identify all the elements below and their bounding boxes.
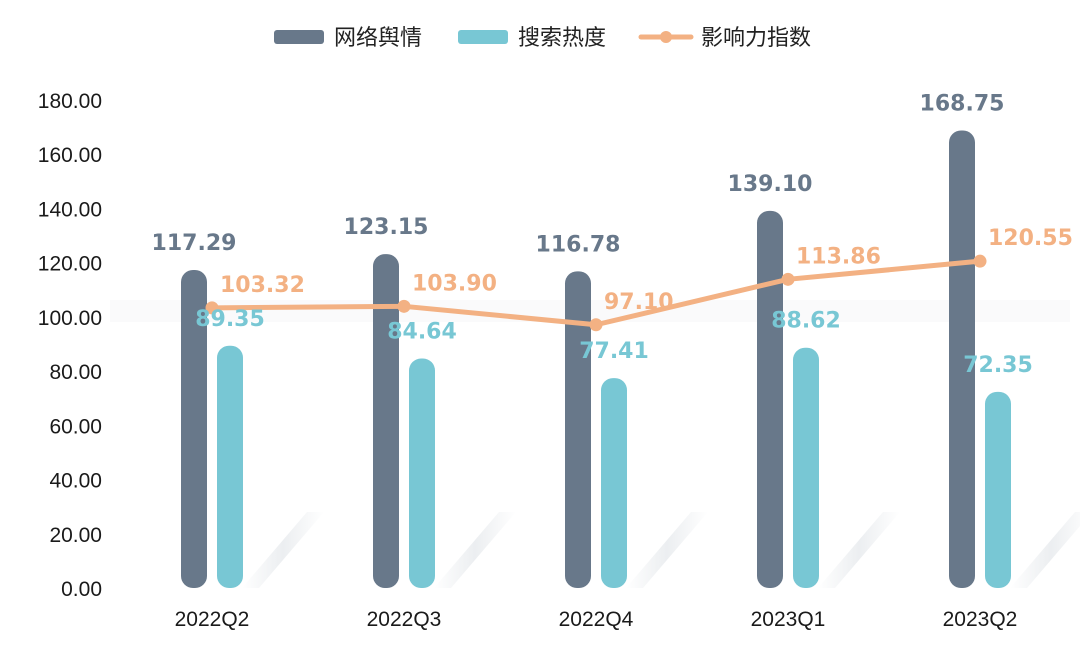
legend: 网络舆情 搜索热度 影响力指数 (274, 26, 811, 51)
bars (181, 130, 1011, 589)
legend-label-1: 搜索热度 (518, 26, 606, 51)
legend-swatch-1 (458, 30, 508, 44)
legend-swatch-0 (274, 30, 324, 44)
y-tick-label: 160.00 (38, 144, 102, 167)
bar-shadow (242, 512, 324, 588)
x-tick-label: 2022Q3 (367, 608, 442, 631)
x-axis: 2022Q2 2022Q3 2022Q4 2023Q1 2023Q2 (175, 608, 1018, 631)
bar-0-0 (181, 270, 207, 588)
data-label-2-1: 103.90 (412, 271, 497, 296)
bar-0-1 (373, 254, 399, 589)
bar-shadow (434, 512, 516, 588)
data-label-0-4: 168.75 (920, 92, 1005, 117)
legend-marker-2 (660, 31, 672, 43)
x-tick-label: 2023Q1 (751, 608, 826, 631)
line-point-2 (589, 318, 603, 332)
line-point-1 (397, 299, 411, 313)
bar-0-3 (757, 210, 783, 588)
data-label-1-1: 84.64 (387, 320, 457, 345)
line-point-4 (973, 254, 987, 268)
y-axis: 0.00 20.00 40.00 60.00 80.00 100.00 120.00 140.… (38, 90, 102, 601)
bar-1-0 (217, 345, 243, 588)
data-label-2-3: 113.86 (796, 244, 881, 269)
data-label-1-4: 72.35 (963, 353, 1033, 378)
data-label-1-3: 88.62 (771, 309, 841, 334)
bar-shadow (626, 512, 708, 588)
y-tick-label: 20.00 (49, 524, 102, 547)
data-label-1-2: 77.41 (579, 339, 649, 364)
y-tick-label: 100.00 (38, 307, 102, 330)
y-tick-label: 60.00 (49, 415, 102, 438)
bar-shadow (1010, 512, 1080, 588)
bar-1-4 (985, 391, 1011, 588)
data-label-0-0: 117.29 (152, 231, 237, 256)
legend-label-0: 网络舆情 (334, 26, 422, 51)
data-label-2-0: 103.32 (220, 273, 305, 298)
data-label-2-4: 120.55 (988, 226, 1073, 251)
bar-shadow (818, 512, 900, 588)
legend-label-2: 影响力指数 (701, 26, 811, 51)
y-tick-label: 180.00 (38, 90, 102, 113)
x-tick-label: 2023Q2 (943, 608, 1018, 631)
x-tick-label: 2022Q4 (559, 608, 634, 631)
data-label-0-2: 116.78 (536, 232, 621, 257)
y-tick-label: 40.00 (49, 470, 102, 493)
data-label-2-2: 97.10 (604, 290, 674, 315)
bar-1-3 (793, 347, 819, 588)
data-label-0-1: 123.15 (344, 215, 429, 240)
bar-0-4 (949, 130, 975, 588)
x-tick-label: 2022Q2 (175, 608, 250, 631)
data-label-0-3: 139.10 (728, 172, 813, 197)
bar-1-2 (601, 378, 627, 588)
line-point-0 (205, 301, 219, 315)
data-labels: 117.29 123.15 116.78 139.10 168.75 89.35 84.64… (152, 92, 1073, 378)
line-series (205, 254, 987, 332)
data-label-1-0: 89.35 (195, 307, 265, 332)
y-tick-label: 120.00 (38, 253, 102, 276)
y-tick-label: 80.00 (49, 361, 102, 384)
line-point-3 (781, 272, 795, 286)
y-tick-label: 0.00 (61, 578, 102, 601)
y-tick-label: 140.00 (38, 198, 102, 221)
bar-1-1 (409, 358, 435, 588)
bar-0-2 (565, 271, 591, 588)
